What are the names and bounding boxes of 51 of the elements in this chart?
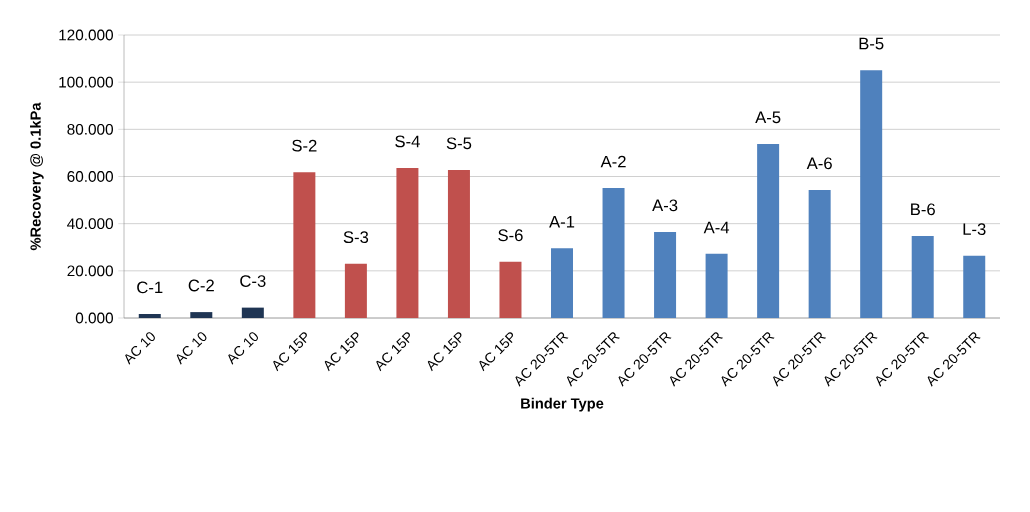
data-label: A-4 (703, 221, 730, 234)
x-tick-label: AC 15P (427, 332, 462, 372)
y-tick-label: 0.000 (75, 312, 113, 324)
y-tick-label: 20.000 (67, 265, 113, 277)
y-axis-title: %Recovery @ 0.1kPa (30, 102, 44, 251)
y-tick-label: 100.000 (59, 76, 113, 88)
y-tick-label: 60.000 (67, 171, 113, 182)
data-label: L-3 (963, 223, 986, 236)
bar (241, 307, 264, 318)
x-tick-label: AC 15P (273, 332, 307, 372)
data-label: A-3 (652, 199, 678, 212)
bar (396, 168, 419, 318)
bar (293, 172, 316, 318)
bar (138, 313, 161, 318)
data-label: A-2 (600, 155, 626, 168)
data-label: A-6 (806, 157, 832, 170)
bar (963, 255, 986, 318)
x-tick-label: AC 10 (228, 332, 259, 365)
x-tick-label: AC 15P (376, 332, 410, 372)
y-tick-label: 80.000 (67, 123, 113, 135)
bar (911, 235, 934, 318)
x-tick-label: AC 15P (479, 332, 514, 372)
bar (808, 189, 831, 318)
x-tick-label: AC 15P (324, 332, 359, 372)
bar (344, 263, 367, 318)
bar (499, 261, 522, 318)
bar (705, 253, 728, 318)
data-label: S-6 (498, 229, 523, 242)
data-label: A-1 (549, 216, 575, 228)
data-label: S-3 (343, 231, 369, 244)
bar (551, 248, 574, 318)
bar (860, 70, 883, 318)
data-label: A-5 (755, 111, 781, 124)
data-label: C-3 (240, 275, 266, 287)
bar (190, 312, 213, 318)
data-label: C-1 (137, 281, 163, 294)
data-label: B-5 (859, 37, 884, 50)
bar (757, 143, 780, 318)
data-label: B-6 (911, 203, 935, 216)
x-tick-label: AC 10 (125, 332, 155, 365)
data-label: S-4 (395, 135, 420, 148)
data-label: S-5 (446, 137, 472, 150)
y-tick-label: 40.000 (67, 218, 113, 230)
x-axis-title: Binder Type (521, 397, 604, 412)
y-tick-label: 120.000 (59, 29, 113, 41)
data-label: S-2 (292, 139, 317, 152)
x-tick-label: AC 10 (176, 332, 207, 365)
bar (654, 231, 677, 318)
bar (447, 169, 470, 318)
bar (602, 188, 625, 318)
data-label: C-2 (188, 279, 214, 292)
